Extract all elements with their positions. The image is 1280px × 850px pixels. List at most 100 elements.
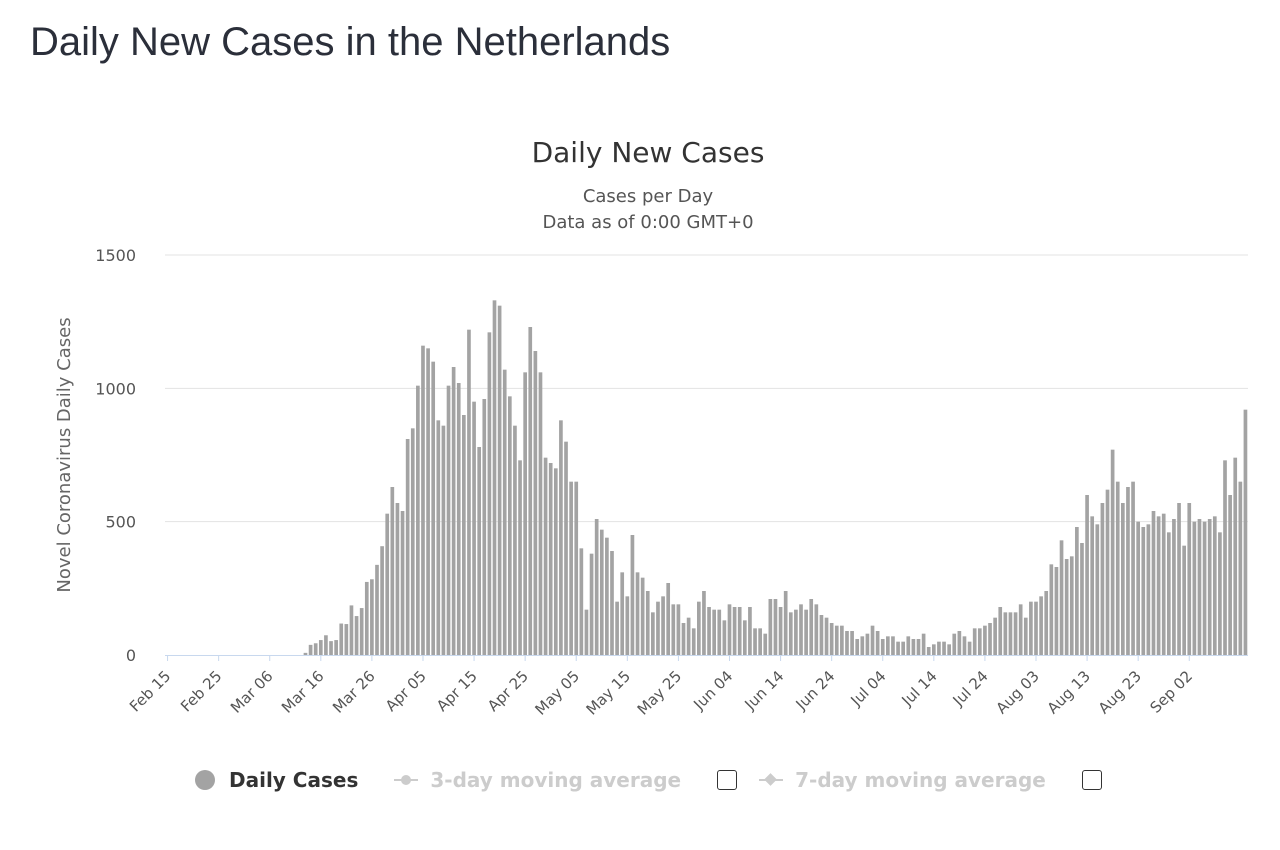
- bar[interactable]: [763, 633, 768, 655]
- bar[interactable]: [686, 617, 691, 655]
- bar[interactable]: [824, 617, 829, 655]
- 7-day-average-checkbox[interactable]: [1081, 770, 1102, 790]
- bar[interactable]: [1069, 556, 1074, 655]
- bar[interactable]: [1049, 564, 1054, 655]
- bar[interactable]: [834, 625, 839, 655]
- bar[interactable]: [594, 519, 599, 655]
- bar[interactable]: [707, 607, 711, 655]
- bar[interactable]: [1085, 495, 1089, 655]
- bar[interactable]: [472, 401, 476, 655]
- bar[interactable]: [599, 529, 604, 655]
- bar[interactable]: [661, 596, 665, 655]
- bar[interactable]: [1044, 591, 1049, 655]
- bar[interactable]: [630, 535, 635, 655]
- bar[interactable]: [426, 348, 430, 655]
- bar[interactable]: [605, 537, 609, 655]
- bar[interactable]: [696, 601, 701, 655]
- bar[interactable]: [579, 548, 584, 655]
- bar[interactable]: [518, 460, 522, 655]
- bar[interactable]: [804, 609, 808, 655]
- bar[interactable]: [1141, 527, 1146, 655]
- bar[interactable]: [840, 625, 844, 655]
- bar[interactable]: [318, 640, 323, 655]
- bar[interactable]: [446, 385, 451, 655]
- bar[interactable]: [349, 605, 354, 655]
- bar[interactable]: [896, 641, 900, 655]
- bar[interactable]: [416, 385, 420, 655]
- bar[interactable]: [589, 553, 594, 655]
- bar[interactable]: [931, 644, 936, 655]
- bar[interactable]: [385, 513, 390, 655]
- bar[interactable]: [1151, 511, 1156, 655]
- bar[interactable]: [702, 591, 706, 655]
- bar[interactable]: [324, 635, 328, 655]
- bar[interactable]: [717, 609, 722, 655]
- bar[interactable]: [1192, 521, 1197, 655]
- bar[interactable]: [364, 581, 369, 655]
- bar[interactable]: [1207, 519, 1212, 655]
- bar[interactable]: [1034, 601, 1038, 655]
- bar[interactable]: [492, 300, 497, 655]
- bar[interactable]: [1131, 481, 1135, 655]
- bar[interactable]: [957, 631, 962, 655]
- bar[interactable]: [533, 351, 538, 655]
- bar[interactable]: [313, 643, 318, 655]
- bar[interactable]: [1156, 516, 1161, 655]
- bar[interactable]: [1233, 457, 1238, 655]
- bar[interactable]: [1013, 612, 1018, 655]
- bar[interactable]: [1075, 527, 1079, 655]
- bar[interactable]: [451, 367, 456, 655]
- bar[interactable]: [891, 636, 895, 655]
- bar[interactable]: [742, 620, 747, 655]
- bar[interactable]: [962, 636, 967, 655]
- bar[interactable]: [1064, 559, 1069, 655]
- bar[interactable]: [845, 631, 849, 655]
- bar[interactable]: [359, 608, 364, 655]
- bar[interactable]: [886, 636, 890, 655]
- bar[interactable]: [1126, 487, 1130, 655]
- bar[interactable]: [610, 551, 614, 655]
- bar[interactable]: [441, 425, 446, 655]
- bar[interactable]: [513, 425, 517, 655]
- bar[interactable]: [548, 463, 553, 655]
- bar[interactable]: [477, 447, 482, 655]
- bar[interactable]: [405, 439, 410, 655]
- bar[interactable]: [926, 647, 931, 655]
- bar[interactable]: [1238, 481, 1243, 655]
- bar[interactable]: [543, 457, 548, 655]
- bar[interactable]: [421, 345, 425, 655]
- bar[interactable]: [1023, 617, 1028, 655]
- bar[interactable]: [773, 599, 778, 655]
- bar[interactable]: [952, 633, 957, 655]
- bar[interactable]: [916, 639, 921, 655]
- bar[interactable]: [559, 420, 563, 655]
- bar[interactable]: [1197, 519, 1202, 655]
- bar[interactable]: [972, 628, 977, 655]
- bar[interactable]: [1161, 513, 1166, 655]
- bar[interactable]: [865, 633, 870, 655]
- bar[interactable]: [901, 641, 906, 655]
- bar[interactable]: [1218, 532, 1222, 655]
- bar[interactable]: [880, 639, 885, 655]
- bar[interactable]: [1223, 460, 1227, 655]
- bar[interactable]: [1115, 481, 1120, 655]
- bar[interactable]: [1146, 524, 1151, 655]
- bar[interactable]: [937, 641, 941, 655]
- bar[interactable]: [303, 652, 308, 655]
- bar[interactable]: [462, 415, 466, 655]
- bar[interactable]: [753, 628, 757, 655]
- bar[interactable]: [988, 623, 992, 655]
- bar[interactable]: [1054, 567, 1059, 655]
- bar[interactable]: [732, 607, 737, 655]
- bar[interactable]: [640, 577, 645, 655]
- bar[interactable]: [855, 639, 860, 655]
- bar[interactable]: [569, 481, 573, 655]
- bar[interactable]: [1090, 516, 1095, 655]
- bar[interactable]: [645, 591, 650, 655]
- bar[interactable]: [400, 511, 405, 655]
- bar[interactable]: [574, 481, 579, 655]
- bar[interactable]: [1003, 612, 1008, 655]
- bar[interactable]: [410, 428, 415, 655]
- bar[interactable]: [911, 639, 916, 655]
- bar[interactable]: [502, 369, 507, 655]
